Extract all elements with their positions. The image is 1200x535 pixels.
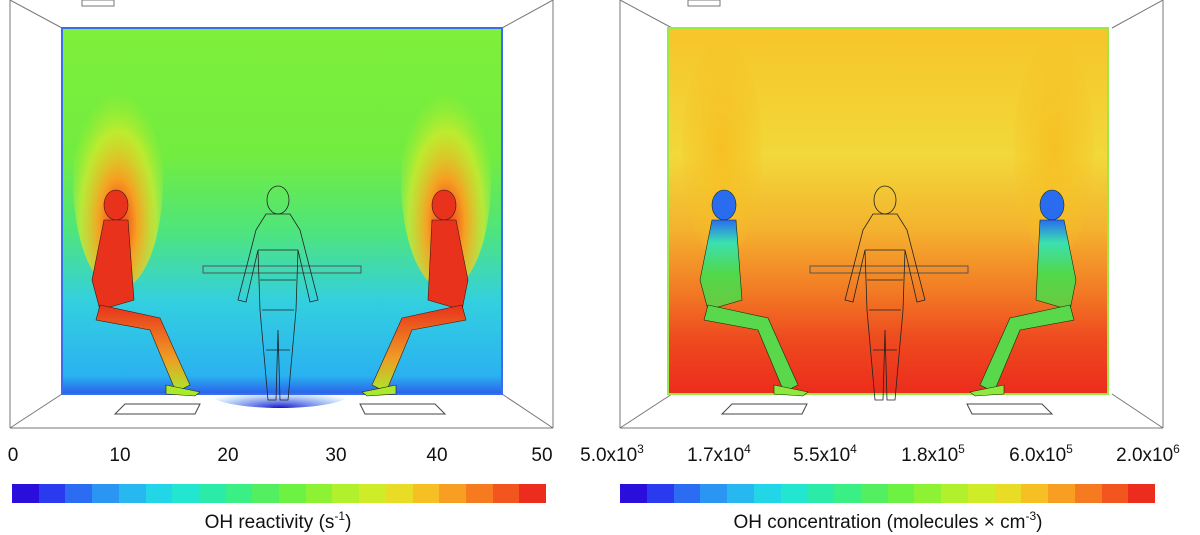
colorbar-swatch <box>12 484 39 503</box>
tick-label: 10 <box>109 445 131 466</box>
left-seated-person <box>91 189 201 397</box>
oh-reactivity-room <box>9 0 554 429</box>
colorbar-swatch <box>305 484 333 503</box>
colorbar-swatch <box>519 484 547 503</box>
left-person-plume <box>682 40 762 260</box>
colorbar-swatch <box>145 484 173 503</box>
colorbar-swatch <box>172 484 199 503</box>
concentration-colorbar-ticks: 5.0x103 1.7x104 5.5x104 1.8x105 6.0x105 … <box>560 442 1200 473</box>
concentration-colorbar-label: OH concentration (molecules × cm-3) <box>733 509 1043 533</box>
tick-label: 1.7x104 <box>687 442 751 466</box>
colorbar-swatch <box>834 484 861 503</box>
standing-person-wireframe <box>237 185 319 401</box>
right-seated-person <box>969 189 1077 397</box>
colorbar-swatch <box>225 484 253 503</box>
colorbar-swatch <box>38 484 66 503</box>
colorbar-swatch <box>941 484 968 503</box>
floor-mats <box>720 403 1054 415</box>
standing-person-wireframe <box>844 185 926 401</box>
colorbar-swatch <box>887 484 915 503</box>
colorbar-swatch <box>92 484 119 503</box>
tick-label: 20 <box>217 445 239 466</box>
colorbar-swatch <box>646 484 674 503</box>
reactivity-colorbar-ticks: 0 10 20 30 40 50 <box>8 445 553 473</box>
colorbar-swatch <box>359 484 386 503</box>
colorbar-swatch <box>807 484 834 503</box>
tick-label: 6.0x105 <box>1009 442 1073 466</box>
table <box>809 265 969 274</box>
colorbar-swatch <box>279 484 306 503</box>
colorbar-swatch <box>332 484 360 503</box>
right-person-plume <box>1014 40 1094 260</box>
colorbar-swatch <box>914 484 941 503</box>
colorbar-swatch <box>1048 484 1075 503</box>
colorbar-swatch <box>967 484 995 503</box>
room-wireframe <box>9 0 554 429</box>
colorbar-swatch <box>439 484 466 503</box>
colorbar-swatch <box>620 484 647 503</box>
colorbar-swatch <box>492 484 520 503</box>
tick-label: 5.0x103 <box>580 442 644 466</box>
tick-label: 40 <box>426 445 448 466</box>
colorbar-swatch <box>465 484 493 503</box>
floor-mats <box>113 403 447 415</box>
colorbar-swatch <box>1101 484 1129 503</box>
colorbar-swatch <box>1128 484 1155 503</box>
room-wireframe <box>619 0 1164 429</box>
reactivity-colorbar <box>12 484 547 503</box>
reactivity-colorbar-label: OH reactivity (s-1) <box>204 509 352 533</box>
tick-label: 50 <box>531 445 553 466</box>
left-seated-person <box>699 189 809 397</box>
tick-label: 1.8x105 <box>901 442 965 466</box>
colorbar-swatch <box>860 484 888 503</box>
colorbar-swatch <box>198 484 226 503</box>
colorbar-swatch <box>385 484 413 503</box>
colorbar-swatch <box>65 484 93 503</box>
oh-concentration-panel <box>610 0 1170 430</box>
left-person-plume <box>73 70 163 290</box>
colorbar-swatch <box>118 484 146 503</box>
colorbar-swatch <box>700 484 727 503</box>
colorbar-swatch <box>753 484 781 503</box>
colorbar-swatch <box>673 484 701 503</box>
tick-label: 0 <box>7 445 19 466</box>
colorbar-swatch <box>1074 484 1102 503</box>
right-seated-person <box>361 189 469 397</box>
colorbar-swatch <box>1021 484 1048 503</box>
right-person-plume <box>401 70 491 290</box>
colorbar-swatch <box>412 484 440 503</box>
oh-reactivity-panel <box>0 0 560 430</box>
tick-label: 2.0x106 <box>1116 442 1180 466</box>
colorbar-swatch <box>727 484 754 503</box>
tick-label: 30 <box>325 445 347 466</box>
colorbar-swatch <box>780 484 808 503</box>
tick-label: 5.5x104 <box>793 442 857 466</box>
table <box>202 265 362 274</box>
colorbar-swatch <box>994 484 1022 503</box>
concentration-colorbar <box>620 484 1155 503</box>
colorbar-swatch <box>252 484 280 503</box>
oh-concentration-room <box>619 0 1164 429</box>
